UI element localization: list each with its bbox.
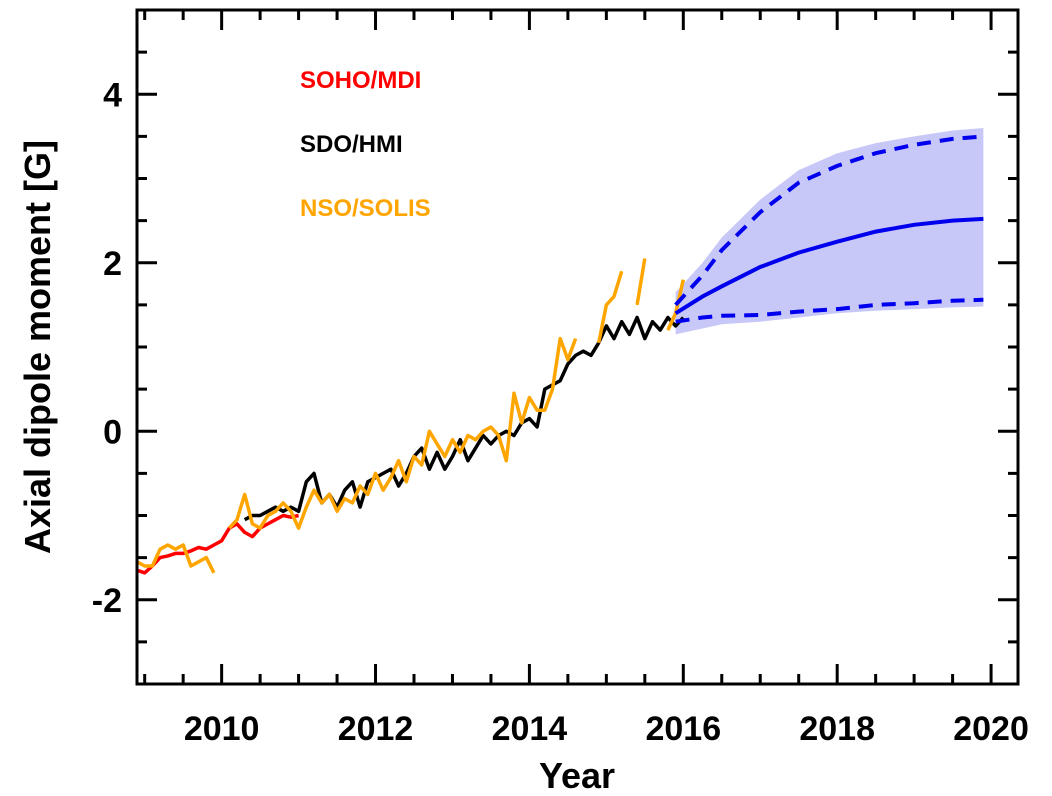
data-line (136, 258, 686, 574)
y-tick-label: 2 (103, 245, 122, 283)
data-line (136, 513, 299, 575)
x-tick-label: 2016 (645, 710, 721, 748)
x-tick-label: 2012 (338, 710, 414, 748)
x-tick-label: 2010 (184, 710, 260, 748)
forecast-lower (675, 297, 984, 324)
x-tick-label: 2020 (953, 710, 1029, 748)
y-tick-label: 0 (103, 413, 122, 451)
x-axis-label: Year (539, 755, 615, 796)
plot-frame (135, 8, 1020, 686)
forecast-mean (674, 216, 984, 315)
y-tick-label: 4 (103, 76, 122, 114)
x-tick-label: 2014 (492, 710, 568, 748)
forecast-band (675, 127, 984, 335)
data-line (243, 315, 685, 522)
legend-label: SDO/HMI (300, 131, 403, 158)
y-axis-label: Axial dipole moment [G] (17, 140, 58, 554)
forecast-upper (674, 134, 984, 307)
y-tick-label: -2 (92, 582, 122, 620)
legend-label: SOHO/MDI (300, 67, 421, 94)
x-tick-label: 2018 (799, 710, 875, 748)
legend-label: NSO/SOLIS (300, 195, 431, 222)
